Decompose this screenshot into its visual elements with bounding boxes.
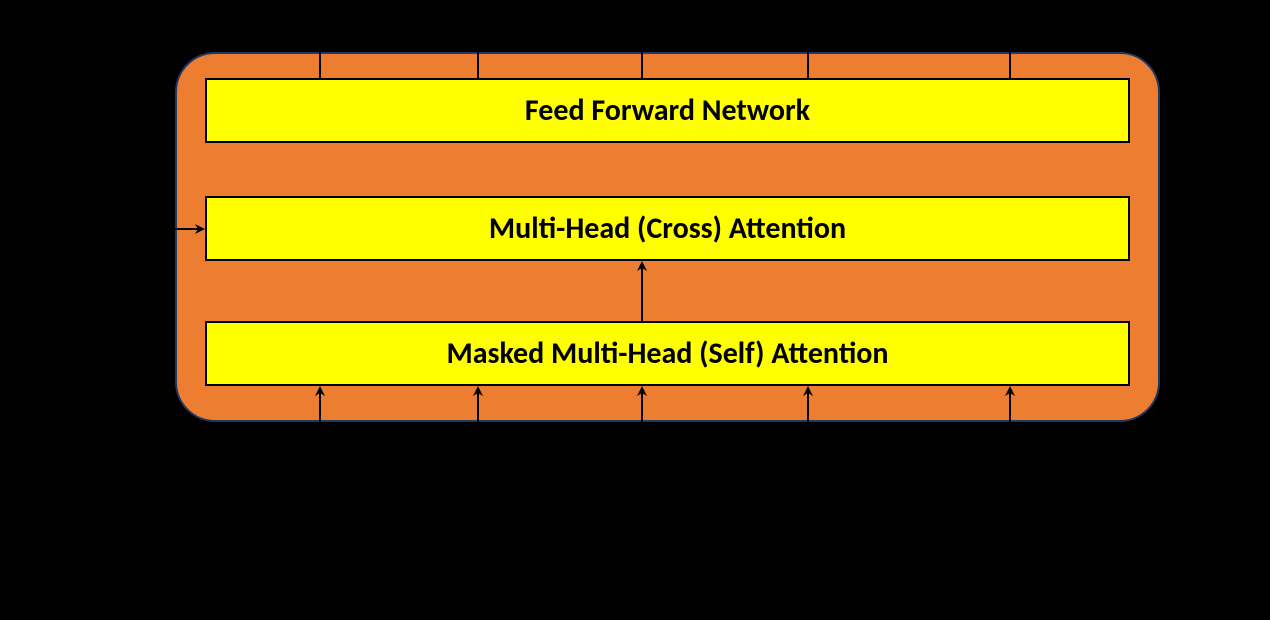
positional-encoding-label-3: + Positional Encodingt xyxy=(673,561,904,591)
output-token-2: suis xyxy=(620,3,663,35)
input-token-3: étudiant xyxy=(760,483,856,515)
self-attention-layer: Masked Multi-Head (Self) Attention xyxy=(205,321,1130,386)
output-token-3: étudiant xyxy=(760,3,856,35)
input-token-0: <s> xyxy=(301,483,340,515)
output-token-4: </s> xyxy=(985,3,1034,35)
from-encoders-label: from Encoders xyxy=(20,205,124,269)
output-token-0: <s> xyxy=(301,3,340,35)
from-encoders-line2: Encoders xyxy=(20,235,124,270)
input-token-4: </s> xyxy=(985,483,1034,515)
output-token-1: Je xyxy=(467,3,490,35)
cross-attention-layer-label: Multi-Head (Cross) Attention xyxy=(489,210,846,247)
input-token-1: Je xyxy=(467,483,490,515)
from-encoders-line1: from xyxy=(20,203,75,238)
positional-encoding-label-4: + Positional Encodingt xyxy=(875,561,1106,591)
cross-attention-layer: Multi-Head (Cross) Attention xyxy=(205,196,1130,261)
input-token-2: suis xyxy=(620,483,663,515)
self-attention-layer-label: Masked Multi-Head (Self) Attention xyxy=(446,335,888,372)
ffn-layer-label: Feed Forward Network xyxy=(525,92,810,129)
ffn-layer: Feed Forward Network xyxy=(205,78,1130,143)
